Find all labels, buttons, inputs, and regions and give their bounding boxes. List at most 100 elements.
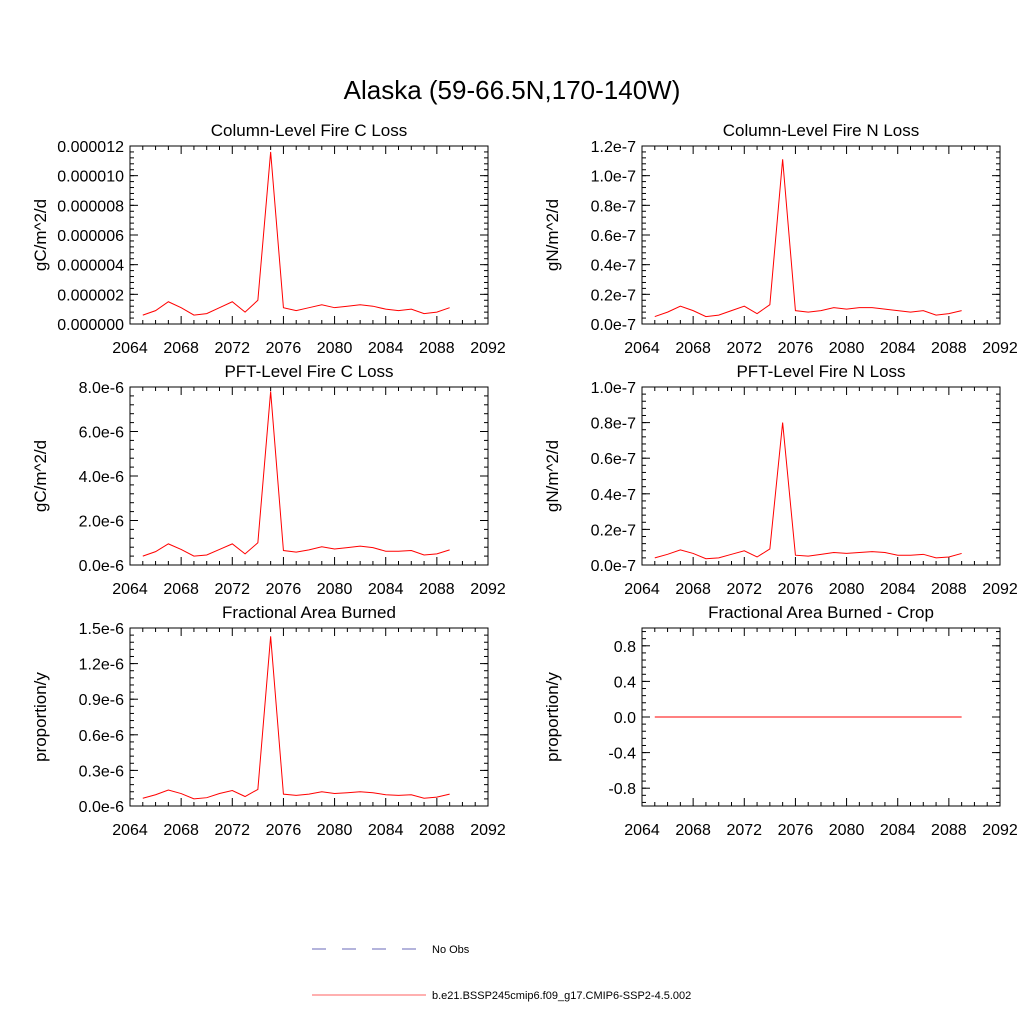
y-tick-label: 1.0e-7	[591, 169, 636, 186]
x-tick-label: 2076	[778, 822, 814, 839]
x-tick-label: 2072	[726, 340, 762, 357]
x-tick-label: 2088	[419, 340, 455, 357]
y-tick-label: 0.4	[614, 674, 636, 691]
y-tick-label: 0.4e-7	[591, 487, 636, 504]
y-tick-label: 0.000008	[57, 198, 124, 215]
y-tick-label: 2.0e-6	[79, 514, 124, 531]
x-tick-label: 2064	[624, 581, 660, 598]
y-tick-label: 0.2e-7	[591, 287, 636, 304]
x-tick-label: 2076	[266, 822, 302, 839]
figure-title: Alaska (59-66.5N,170-140W)	[344, 75, 681, 105]
x-tick-label: 2092	[982, 340, 1018, 357]
x-tick-label: 2076	[266, 581, 302, 598]
x-tick-label: 2068	[163, 581, 199, 598]
y-tick-label: -0.8	[608, 781, 636, 798]
x-tick-label: 2080	[829, 340, 865, 357]
y-tick-label: 0.000002	[57, 287, 124, 304]
x-tick-label: 2092	[470, 822, 506, 839]
y-tick-label: 0.000000	[57, 317, 124, 334]
series-line-1	[654, 422, 962, 560]
panel-title: Fractional Area Burned - Crop	[708, 603, 934, 622]
x-tick-label: 2072	[214, 340, 250, 357]
chart-panel-3: PFT-Level Fire C Loss gC/m^2/d 2064 2068 207…	[31, 362, 506, 598]
chart-panel-5: Fractional Area Burned proportion/y 2064 20…	[31, 603, 506, 839]
x-tick-label: 2092	[982, 581, 1018, 598]
y-tick-label: 0.2e-7	[591, 522, 636, 539]
x-tick-label: 2072	[214, 822, 250, 839]
y-tick-label: 0.8	[614, 639, 636, 656]
y-tick-label: 0.000006	[57, 228, 124, 245]
x-tick-label: 2068	[163, 822, 199, 839]
x-tick-label: 2084	[880, 340, 916, 357]
y-tick-label: 0.6e-6	[79, 728, 124, 745]
y-tick-label: 0.8e-7	[591, 198, 636, 215]
x-tick-label: 2092	[982, 822, 1018, 839]
x-tick-label: 2064	[112, 822, 148, 839]
x-tick-label: 2092	[470, 340, 506, 357]
series-line-1	[142, 151, 450, 316]
x-tick-label: 2072	[726, 822, 762, 839]
y-tick-label: 0.4e-7	[591, 258, 636, 275]
legend: No Obs b.e21.BSSP245cmip6.f09_g17.CMIP6-…	[312, 944, 691, 1002]
panel-title: Fractional Area Burned	[222, 603, 396, 622]
x-tick-label: 2072	[726, 581, 762, 598]
plot-frame	[641, 145, 1001, 325]
x-tick-label: 2080	[317, 581, 353, 598]
plot-frame	[129, 627, 489, 807]
x-tick-label: 2068	[163, 340, 199, 357]
y-tick-label: 0.000004	[57, 258, 124, 275]
panel-title: Column-Level Fire C Loss	[211, 121, 408, 140]
x-tick-label: 2076	[778, 581, 814, 598]
y-tick-label: 1.2e-6	[79, 657, 124, 674]
x-tick-label: 2080	[829, 822, 865, 839]
y-tick-label: 0.0e-6	[79, 558, 124, 575]
y-tick-label: 6.0e-6	[79, 425, 124, 442]
x-tick-label: 2088	[931, 340, 967, 357]
y-axis-label: gC/m^2/d	[31, 199, 50, 271]
legend-label-model: b.e21.BSSP245cmip6.f09_g17.CMIP6-SSP2-4.…	[432, 990, 691, 1002]
y-tick-label: 0.000010	[57, 169, 124, 186]
series-line-1	[142, 636, 450, 800]
y-tick-label: 1.0e-7	[591, 380, 636, 397]
legend-label-no-obs: No Obs	[432, 944, 470, 956]
y-tick-label: 8.0e-6	[79, 380, 124, 397]
chart-panel-2: Column-Level Fire N Loss gN/m^2/d 2064 2068…	[543, 121, 1018, 357]
chart-panel-1: Column-Level Fire C Loss gC/m^2/d 2064 2068…	[31, 121, 506, 357]
x-tick-label: 2088	[931, 822, 967, 839]
x-tick-label: 2084	[880, 822, 916, 839]
panel-title: PFT-Level Fire N Loss	[736, 362, 905, 381]
x-tick-label: 2068	[675, 340, 711, 357]
y-tick-label: 4.0e-6	[79, 469, 124, 486]
plot-frame	[129, 386, 489, 566]
x-tick-label: 2076	[266, 340, 302, 357]
y-tick-label: 1.5e-6	[79, 621, 124, 638]
x-tick-label: 2068	[675, 822, 711, 839]
panels: Column-Level Fire C Loss gC/m^2/d 2064 2068…	[31, 121, 1018, 839]
x-tick-label: 2080	[829, 581, 865, 598]
x-tick-label: 2088	[931, 581, 967, 598]
y-tick-label: 0.0e-7	[591, 317, 636, 334]
x-tick-label: 2064	[112, 581, 148, 598]
panel-title: Column-Level Fire N Loss	[723, 121, 920, 140]
y-tick-label: 0.0e-6	[79, 799, 124, 816]
x-tick-label: 2092	[470, 581, 506, 598]
y-axis-label: gN/m^2/d	[543, 199, 562, 271]
y-axis-label: proportion/y	[31, 672, 50, 762]
y-axis-label: proportion/y	[543, 672, 562, 762]
y-tick-label: 0.6e-7	[591, 228, 636, 245]
x-tick-label: 2076	[778, 340, 814, 357]
x-tick-label: 2068	[675, 581, 711, 598]
plot-frame	[129, 145, 489, 325]
y-tick-label: 0.3e-6	[79, 763, 124, 780]
panel-title: PFT-Level Fire C Loss	[224, 362, 393, 381]
y-tick-label: -0.4	[608, 746, 636, 763]
x-tick-label: 2080	[317, 340, 353, 357]
x-tick-label: 2084	[880, 581, 916, 598]
x-tick-label: 2064	[624, 340, 660, 357]
x-tick-label: 2088	[419, 581, 455, 598]
y-axis-label: gC/m^2/d	[31, 440, 50, 512]
x-tick-label: 2084	[368, 822, 404, 839]
y-tick-label: 0.0	[614, 710, 636, 727]
